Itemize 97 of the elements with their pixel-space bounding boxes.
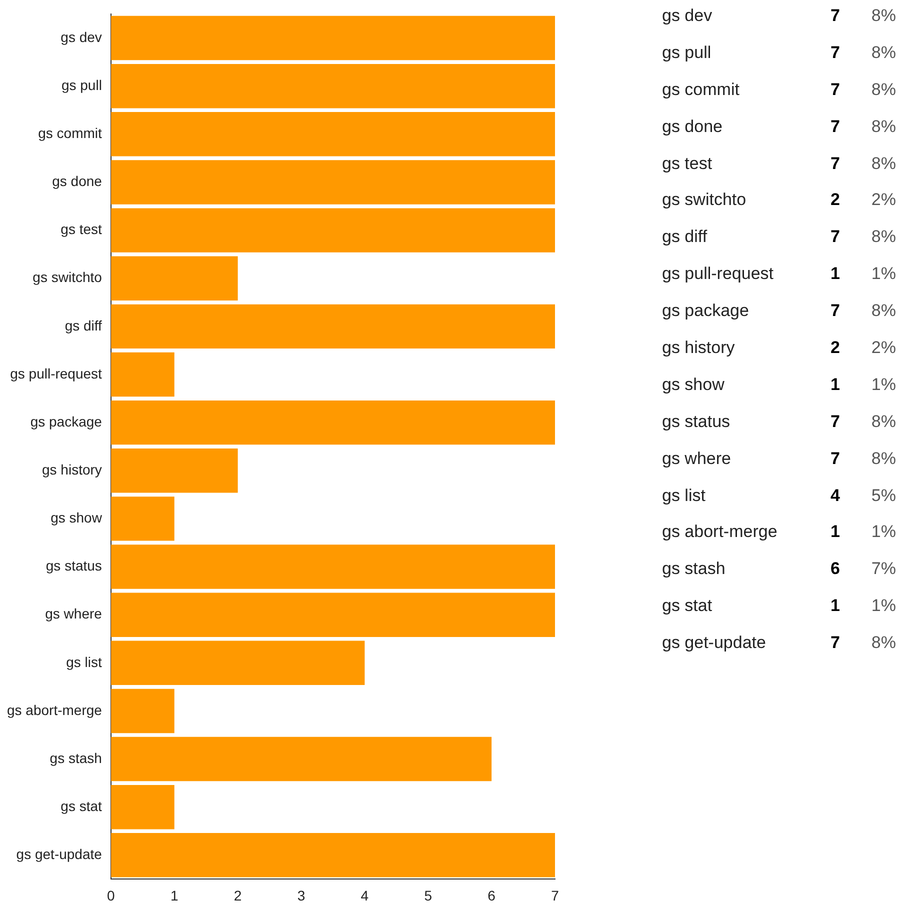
text: gs package (662, 301, 750, 322)
text: gs stash (662, 559, 726, 580)
text: 1 (830, 264, 840, 286)
text: 1 (830, 374, 840, 396)
y-tick-label: gs get-update (16, 846, 102, 862)
text: gs abort-merge (662, 522, 778, 544)
y-tick-label: gs stat (60, 798, 102, 814)
text: 7 (830, 6, 840, 27)
text: gs dev (662, 6, 714, 27)
text: gs done (662, 116, 724, 138)
x-tick-label: 7 (551, 887, 560, 904)
text: 8% (870, 116, 896, 138)
y-tick-label: gs history (42, 461, 102, 478)
y-tick-label: gs package (30, 413, 102, 430)
text: 7 (830, 227, 840, 248)
text: 7 (830, 116, 840, 138)
text: 7% (870, 559, 896, 580)
text: 8% (870, 154, 896, 175)
bar (110, 160, 555, 204)
text: 8% (870, 6, 896, 27)
bar (110, 16, 555, 60)
bar (110, 640, 365, 686)
text: gs history (662, 338, 736, 360)
text: gs commit (662, 80, 740, 101)
text: gs pull (662, 42, 712, 64)
text: 1 (830, 522, 840, 544)
text: 2 (830, 190, 840, 212)
text: 1 (830, 596, 840, 618)
text: 8% (870, 633, 896, 654)
text: 8% (870, 448, 896, 470)
text: 7 (830, 42, 840, 64)
text: 7 (830, 154, 840, 175)
x-tick-label: 0 (107, 887, 116, 904)
x-tick-label: 3 (297, 887, 306, 904)
bar (110, 208, 555, 252)
bar (110, 112, 555, 156)
y-tick-label: gs where (45, 606, 102, 622)
text: 7 (830, 80, 840, 101)
text: 1% (870, 522, 896, 544)
y-tick-label: gs abort-merge (6, 702, 102, 718)
bar (110, 592, 555, 637)
text: 8% (870, 42, 896, 64)
text: gs show (662, 374, 726, 396)
text: 1% (870, 596, 896, 618)
text: 4 (830, 486, 840, 507)
text: 6 (830, 559, 840, 580)
bar (110, 544, 555, 589)
bar (110, 352, 174, 397)
y-tick-label: gs dev (60, 28, 102, 45)
text: 8% (870, 227, 896, 248)
y-tick-label: gs test (60, 221, 102, 238)
text: 1% (870, 264, 896, 286)
text: 2 (830, 338, 840, 360)
text: 1% (870, 374, 896, 396)
y-tick-label: gs pull-request (10, 365, 102, 382)
text: gs pull-request (662, 264, 775, 286)
y-tick-label: gs show (50, 510, 103, 526)
y-tick-label: gs status (46, 558, 102, 574)
y-tick-label: gs done (52, 173, 102, 190)
text: gs status (662, 412, 732, 433)
text: 2% (870, 338, 896, 360)
y-tick-label: gs pull (61, 76, 102, 93)
y-tick-label: gs list (66, 654, 102, 670)
x-tick-label: 4 (360, 887, 369, 904)
bar (110, 784, 174, 830)
y-tick-label: gs switchto (32, 269, 102, 286)
x-tick-label: 1 (170, 887, 178, 904)
bar (110, 64, 555, 108)
x-tick-label: 5 (424, 887, 432, 904)
text: 5% (870, 486, 896, 507)
text: 8% (870, 301, 896, 322)
x-tick-label: 6 (488, 887, 496, 904)
text: 8% (870, 80, 896, 101)
text: gs diff (662, 227, 708, 248)
text: gs where (662, 448, 732, 470)
bar (110, 400, 555, 445)
text: gs list (662, 486, 706, 507)
y-tick-label: gs diff (64, 317, 102, 334)
bar (110, 688, 174, 734)
text: 8% (870, 412, 896, 433)
text: 7 (830, 301, 840, 322)
text: 7 (830, 412, 840, 433)
y-tick-label: gs stash (50, 750, 102, 766)
y-tick-label: gs commit (38, 125, 102, 142)
bar (110, 496, 174, 541)
bar (110, 448, 238, 493)
x-tick-label: 2 (234, 887, 242, 904)
bar (110, 256, 238, 300)
bar (110, 304, 555, 349)
text: gs test (662, 154, 714, 175)
text: gs get-update (662, 633, 767, 654)
text: 7 (830, 633, 840, 654)
text: 2% (870, 190, 896, 212)
text: gs switchto (662, 190, 748, 212)
text: 7 (830, 448, 840, 470)
bar (110, 736, 492, 782)
text: gs stat (662, 596, 714, 618)
